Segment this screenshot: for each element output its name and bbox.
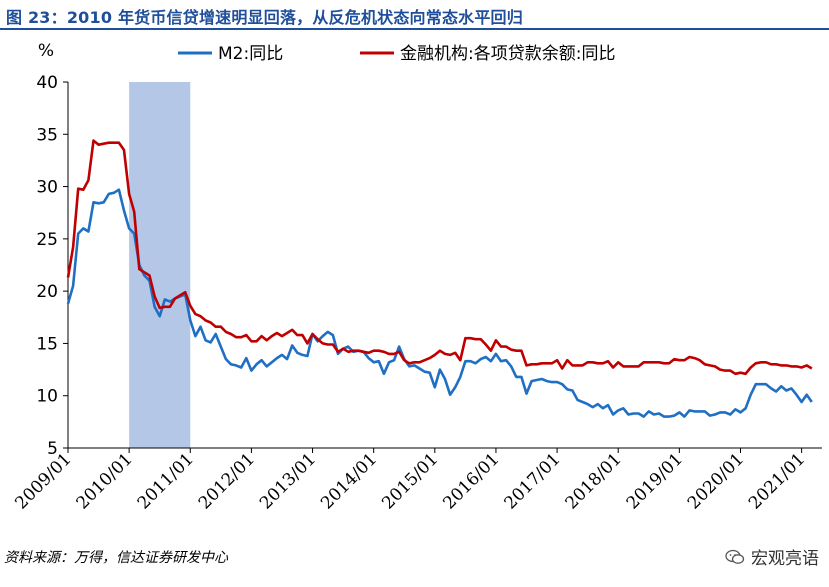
x-tick-label: 2009/01	[11, 449, 75, 513]
x-tick-label: 2019/01	[623, 449, 687, 513]
x-tick-label: 2014/01	[317, 449, 381, 513]
x-tick-label: 2013/01	[256, 449, 320, 513]
x-tick-label: 2010/01	[73, 449, 137, 513]
wechat-icon	[725, 549, 745, 565]
y-tick-label: 20	[36, 282, 58, 302]
x-tick-label: 2020/01	[684, 449, 748, 513]
source-note: 资料来源：万得，信达证券研发中心	[4, 550, 228, 566]
title-divider	[0, 28, 829, 30]
figure-title: 图 23：2010 年货币信贷增速明显回落，从反危机状态向常态水平回归	[6, 8, 523, 27]
y-tick-label: 35	[36, 125, 58, 145]
y-tick-label: 30	[36, 178, 58, 198]
watermark-text: 宏观亮语	[751, 549, 819, 569]
series-line-m2	[66, 188, 813, 418]
legend-label: 金融机构:各项贷款余额:同比	[400, 44, 615, 64]
x-tick-label: 2011/01	[134, 449, 198, 513]
x-tick-label: 2012/01	[195, 449, 259, 513]
y-tick-label: 15	[36, 334, 58, 354]
x-tick-label: 2021/01	[745, 449, 809, 513]
legend-label: M2:同比	[218, 44, 283, 64]
y-tick-label: 5	[47, 439, 58, 459]
y-axis-unit: %	[38, 41, 54, 61]
y-tick-label: 40	[36, 73, 58, 93]
y-tick-label: 10	[36, 387, 58, 407]
x-tick-label: 2015/01	[378, 449, 442, 513]
x-tick-label: 2017/01	[501, 449, 565, 513]
x-tick-label: 2016/01	[439, 449, 503, 513]
series-line-loans	[66, 139, 813, 376]
watermark: 宏观亮语	[725, 544, 819, 569]
x-tick-label: 2018/01	[562, 449, 626, 513]
y-tick-label: 25	[36, 230, 58, 250]
